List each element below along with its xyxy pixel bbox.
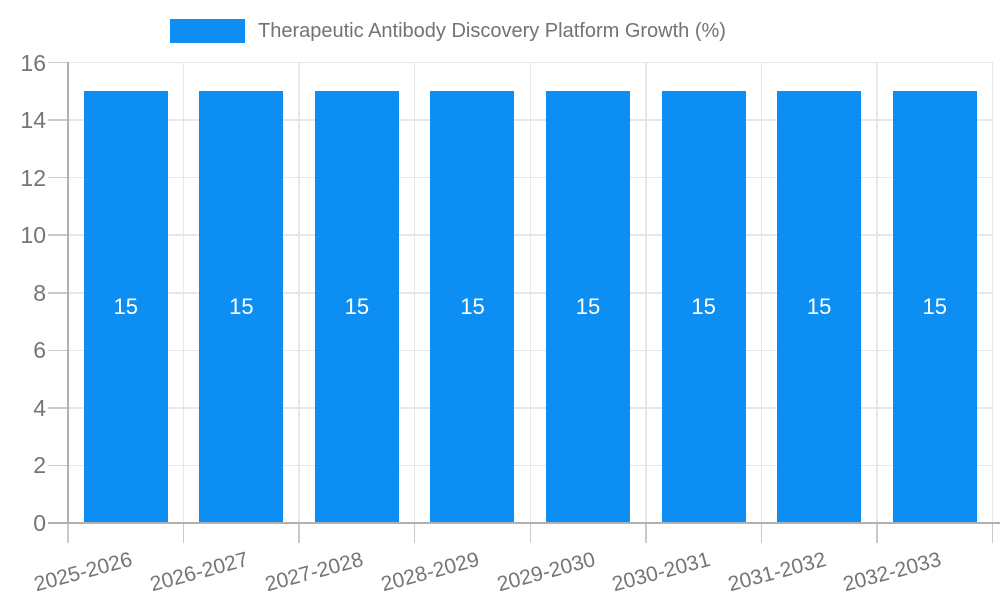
bar-value-label: 15 xyxy=(691,294,716,320)
bar[interactable] xyxy=(199,91,284,523)
x-tick xyxy=(876,523,878,543)
x-axis-label: 2028-2029 xyxy=(378,547,482,597)
x-gridline xyxy=(298,62,300,523)
x-gridline xyxy=(876,62,878,523)
x-gridline xyxy=(645,62,647,523)
bar-value-label: 15 xyxy=(113,294,139,320)
bar[interactable] xyxy=(83,91,168,523)
y-axis-label: 4 xyxy=(33,394,46,421)
bar[interactable] xyxy=(661,91,746,523)
legend-label: Therapeutic Antibody Discovery Platform … xyxy=(258,19,726,42)
y-tick xyxy=(48,234,68,236)
y-axis-label: 10 xyxy=(20,222,46,249)
y-tick xyxy=(48,119,68,121)
x-axis-label: 2029-2030 xyxy=(494,547,598,597)
y-axis-label: 0 xyxy=(33,510,46,536)
x-tick xyxy=(991,523,994,543)
bar[interactable] xyxy=(546,91,631,523)
bar-value-label: 15 xyxy=(344,294,370,320)
chart-legend[interactable]: Therapeutic Antibody Discovery Platform … xyxy=(170,16,726,46)
x-axis-label: 2031-2032 xyxy=(725,547,829,597)
bar-value-label: 15 xyxy=(229,294,254,320)
bar[interactable] xyxy=(892,91,977,523)
y-axis-label: 8 xyxy=(33,279,46,306)
x-tick xyxy=(67,523,69,543)
bar-value-label: 15 xyxy=(922,294,947,320)
bar-value-label: 15 xyxy=(806,294,832,320)
y-axis-label: 2 xyxy=(33,452,46,479)
bar[interactable] xyxy=(314,91,399,523)
x-axis-label: 2026-2027 xyxy=(147,547,251,597)
x-axis-label: 2032-2033 xyxy=(840,547,944,597)
bar-value-label: 15 xyxy=(460,294,485,320)
x-axis-label: 2027-2028 xyxy=(263,547,367,597)
y-tick xyxy=(48,176,68,179)
x-axis-label: 2025-2026 xyxy=(32,547,135,597)
x-axis-line xyxy=(48,521,1000,524)
legend-swatch xyxy=(170,19,245,43)
y-axis-label: 12 xyxy=(20,164,46,191)
x-tick xyxy=(182,523,185,543)
x-axis-label: 2030-2031 xyxy=(609,547,713,597)
y-axis-label: 14 xyxy=(20,107,46,134)
y-axis-label: 6 xyxy=(33,337,46,364)
bar[interactable] xyxy=(430,91,515,523)
x-tick xyxy=(298,523,300,543)
y-tick xyxy=(48,464,68,467)
x-gridline xyxy=(413,62,416,523)
x-tick xyxy=(760,523,763,543)
bar[interactable] xyxy=(777,91,862,523)
y-axis-label: 16 xyxy=(20,49,46,76)
x-gridline xyxy=(991,62,994,523)
bar-value-label: 15 xyxy=(575,294,601,320)
y-tick xyxy=(48,407,68,409)
y-axis-line xyxy=(66,62,69,523)
x-gridline xyxy=(529,62,531,523)
y-tick xyxy=(48,61,68,64)
x-tick xyxy=(645,523,647,543)
x-tick xyxy=(413,523,416,543)
x-tick xyxy=(529,523,531,543)
y-tick xyxy=(48,292,68,294)
x-gridline xyxy=(760,62,763,523)
x-gridline xyxy=(182,62,185,523)
y-tick xyxy=(48,349,68,352)
